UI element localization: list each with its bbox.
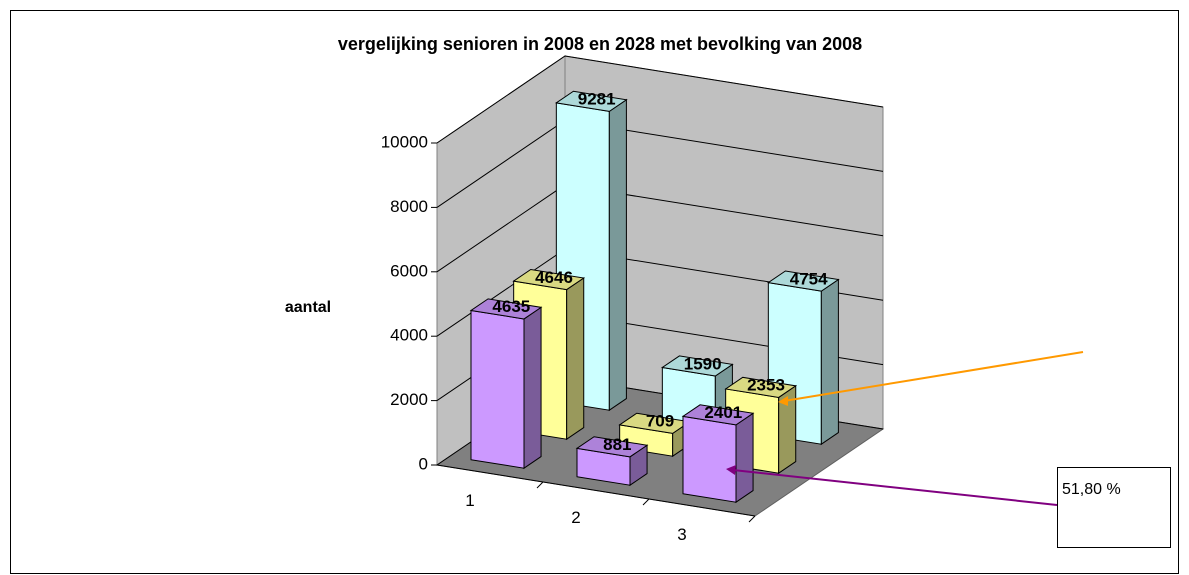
bar-top [681,404,755,426]
bar-front [470,309,525,469]
data-label: 2401 [704,403,742,422]
bar-top [555,90,628,112]
x-axis [436,464,756,517]
y-tick-label: 4000 [390,326,428,345]
bar-side [566,277,585,441]
data-label: 2353 [747,376,785,395]
plot-area: 0 2000 4000 6000 8000 10000 1 2 3 9281 1590 4754 464… [381,55,885,544]
chart-title: vergelijking senioren in 2008 en 2028 me… [338,34,862,54]
data-label: 709 [646,412,674,431]
data-label: 9281 [578,90,616,109]
bar-front [682,415,737,503]
annotation-text: 51,80 % [1062,481,1121,498]
bar-top [469,298,543,320]
bar-side [608,98,627,412]
data-label: 1590 [684,354,722,373]
data-label: 4646 [535,268,573,287]
grid-line [436,55,884,144]
annotation-box [1057,467,1171,548]
bar-top [661,355,734,377]
x-tick [748,515,756,523]
arrow-head [726,465,736,475]
y-tick-label: 0 [419,454,428,473]
y-tick-label: 8000 [390,197,428,216]
x-tick-label: 3 [677,525,686,544]
y-tick-label: 6000 [390,261,428,280]
annotation-arrow [732,469,1058,506]
bar-side [523,306,542,470]
y-axis-label: aantal [285,299,331,316]
data-label: 881 [603,435,631,454]
arrow-head [778,396,788,406]
bar-top [575,436,649,458]
annotation-arrow [783,351,1084,402]
bar-top [724,376,798,398]
bar-side [735,412,754,504]
x-tick [536,481,544,489]
y-tick-label: 10000 [381,132,428,151]
y-tick-label: 2000 [390,390,428,409]
data-label: 4635 [492,297,530,316]
bar-top [512,268,586,291]
bar-side [820,278,839,446]
x-tick-label: 2 [571,508,580,527]
x-tick [642,498,650,506]
data-label: 4754 [790,269,828,288]
x-tick-label: 1 [465,491,474,510]
bar-top [767,270,840,292]
